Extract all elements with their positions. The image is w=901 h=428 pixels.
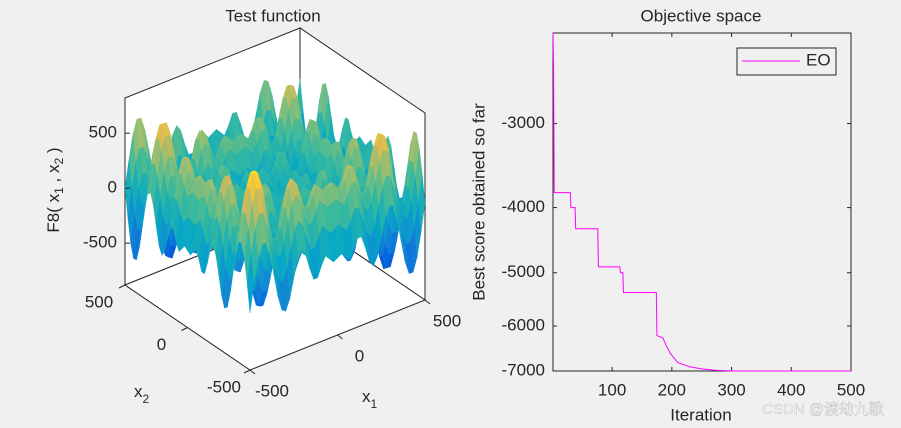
watermark: CSDN @渡劫九歌 xyxy=(762,401,884,418)
legend-label: EO xyxy=(806,50,831,69)
z-axis-label: F8( x1 , x2 ) xyxy=(44,147,66,232)
x-label-sub: 1 xyxy=(371,397,378,411)
z-label-part: F8( x xyxy=(44,193,63,232)
y-tick-label: -3000 xyxy=(502,113,545,132)
x-tick-label: 300 xyxy=(717,380,745,399)
y-tick-label: -4000 xyxy=(502,197,545,216)
y-tick-label: -5000 xyxy=(502,262,545,281)
x-tick-label: -500 xyxy=(255,381,289,400)
y-tick-label: -6000 xyxy=(502,315,545,334)
chart-title: Objective space xyxy=(641,6,762,25)
y-axis-label: Best score obtained so far xyxy=(469,103,488,301)
y-tick-label: -500 xyxy=(207,377,241,396)
z-label-part: ) xyxy=(44,147,63,157)
x-tick xyxy=(424,299,431,305)
x-tick-label: 400 xyxy=(777,380,805,399)
y-tick-label: -7000 xyxy=(502,360,545,379)
x-tick xyxy=(249,369,256,375)
y-tick xyxy=(181,327,188,331)
series-line xyxy=(552,32,851,372)
plot-area xyxy=(552,32,852,372)
z-tick-label: -500 xyxy=(83,233,117,252)
chart-title: Test function xyxy=(225,6,320,25)
x-tick-label: 500 xyxy=(837,380,865,399)
x-tick-label: 200 xyxy=(658,380,686,399)
y-label-sub: 2 xyxy=(143,392,150,406)
surface xyxy=(124,78,426,313)
x-tick-label: 0 xyxy=(355,346,364,365)
surface-patch xyxy=(246,254,255,313)
z-label-sub: 2 xyxy=(52,157,66,164)
z-tick-label: 500 xyxy=(89,123,117,142)
y-axis-label: x2 xyxy=(134,382,150,406)
y-tick xyxy=(118,284,126,289)
x-tick xyxy=(337,334,343,340)
z-tick-label: 0 xyxy=(108,178,117,197)
z-label-sub: 1 xyxy=(52,187,66,194)
legend xyxy=(736,47,837,76)
x-axis-label: Iteration xyxy=(670,405,731,424)
y-tick-label: 0 xyxy=(157,335,166,354)
y-tick-label: 500 xyxy=(85,292,113,311)
x-axis-label: x1 xyxy=(362,387,378,411)
x-tick-label: 500 xyxy=(433,311,461,330)
y-label-part: x xyxy=(134,382,143,401)
y-tick xyxy=(243,369,251,374)
x-label-part: x xyxy=(362,387,371,406)
x-tick-label: 100 xyxy=(598,380,626,399)
z-label-part: , x xyxy=(44,164,63,187)
